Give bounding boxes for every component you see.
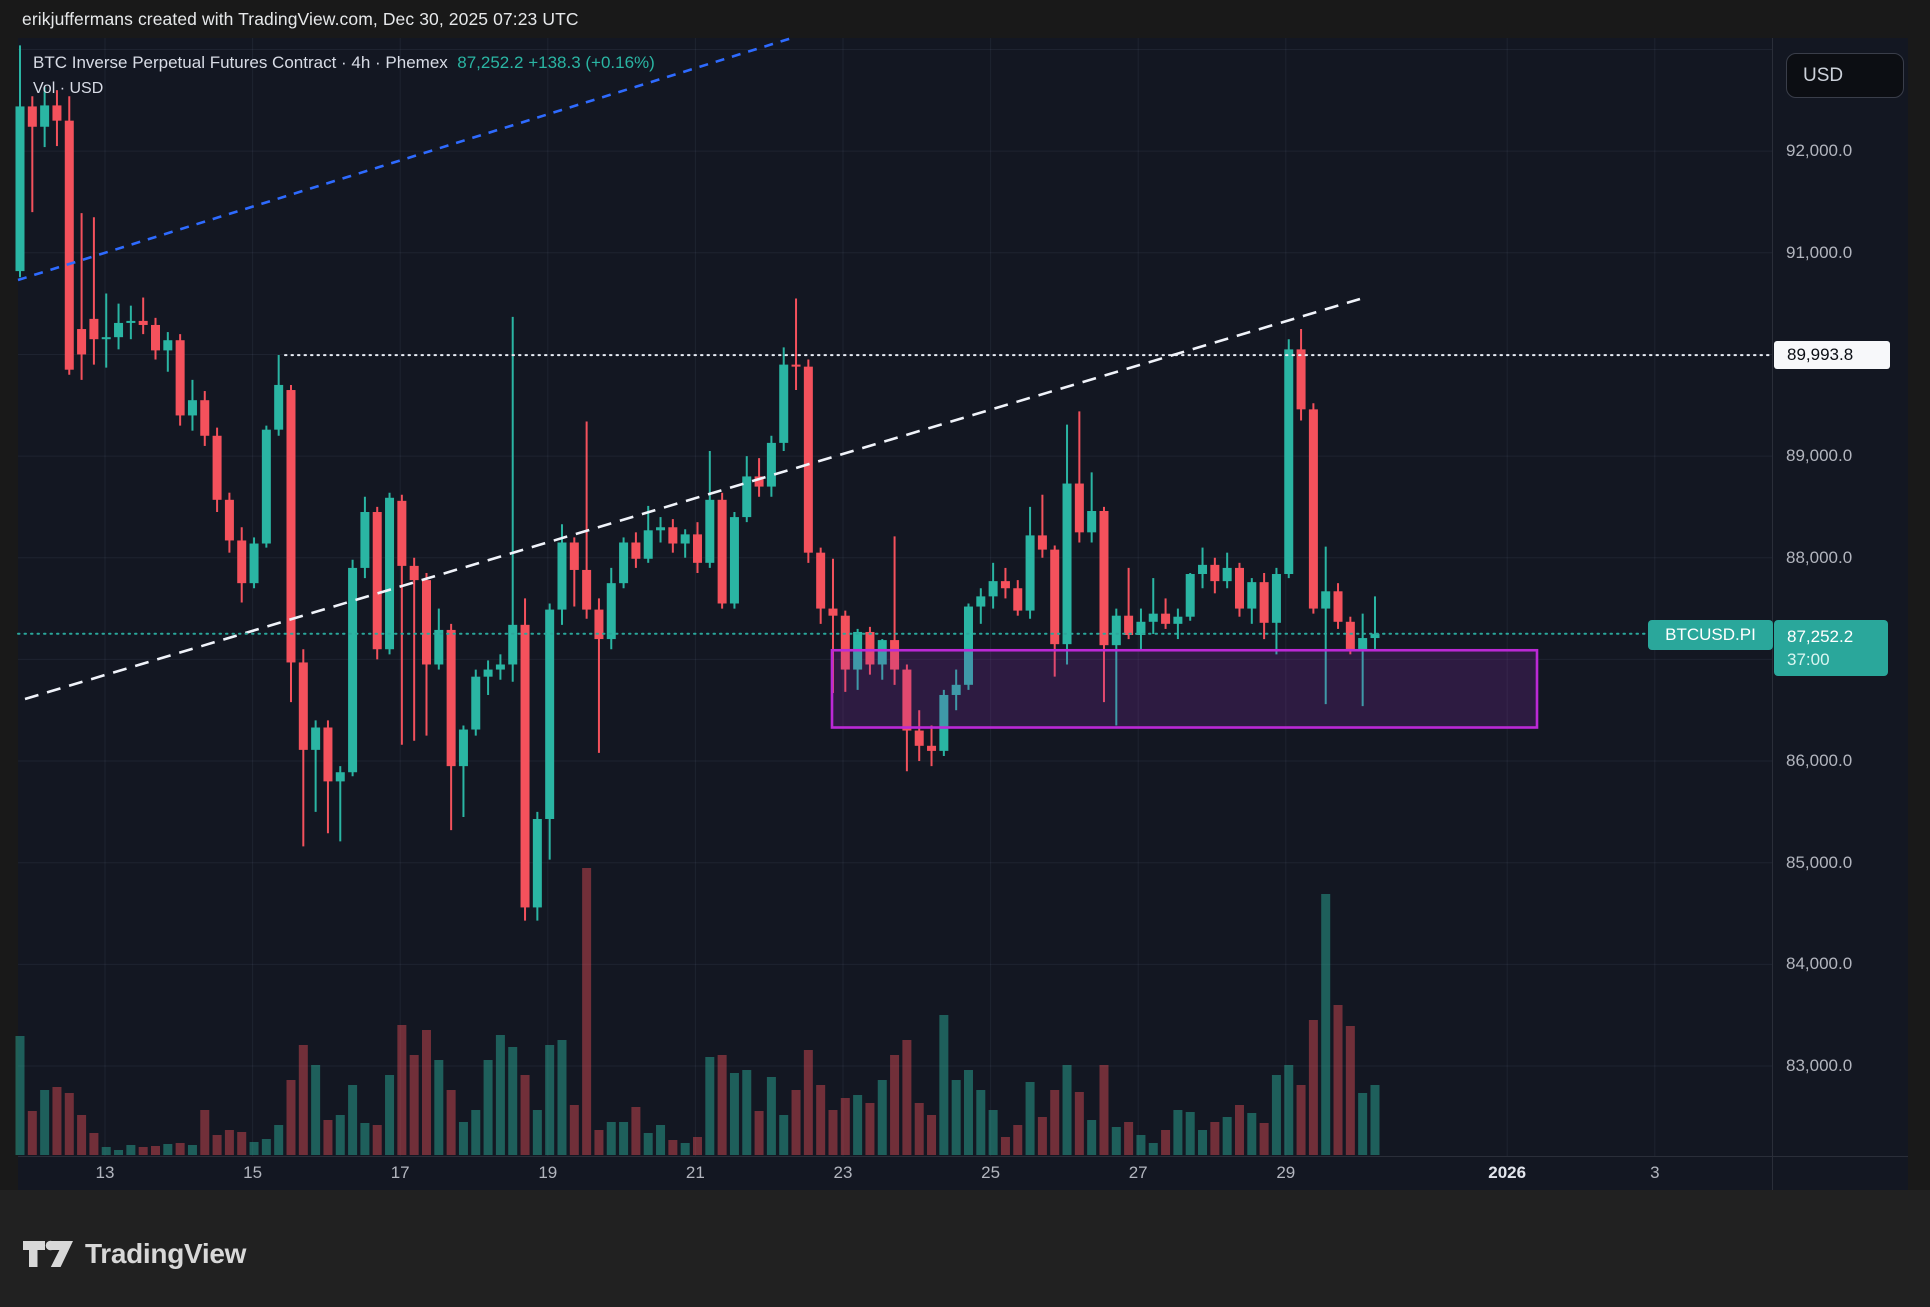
volume-legend[interactable]: Vol · USD bbox=[33, 80, 103, 98]
white-dashed-trendline[interactable] bbox=[24, 297, 1361, 701]
last-price-badge: 87,252.2 37:00 bbox=[1774, 619, 1888, 676]
time-tick-25: 25 bbox=[981, 1163, 1001, 1182]
supply-zone-box[interactable] bbox=[830, 648, 1539, 729]
time-tick-19: 19 bbox=[538, 1163, 558, 1182]
time-tick-15: 15 bbox=[243, 1163, 263, 1182]
price-tick-84000: 84,000.0 bbox=[1786, 954, 1853, 974]
volume-legend-label: Vol · USD bbox=[33, 80, 104, 97]
time-tick-2026: 2026 bbox=[1488, 1163, 1527, 1182]
attribution-text: erikjuffermans created with TradingView.… bbox=[22, 8, 579, 29]
price-axis-border bbox=[1772, 38, 1773, 1190]
footer-strip bbox=[0, 1190, 1930, 1307]
volume-bars bbox=[15, 868, 1380, 1155]
price-tick-92000: 92,000.0 bbox=[1786, 141, 1853, 161]
marked-level-badge: 89,993.8 bbox=[1774, 341, 1890, 370]
attribution-bar: erikjuffermans created with TradingView.… bbox=[0, 0, 1930, 38]
time-tick-3: 3 bbox=[1650, 1163, 1660, 1182]
time-tick-23: 23 bbox=[833, 1163, 853, 1182]
grid bbox=[18, 38, 1772, 1156]
time-tick-21: 21 bbox=[685, 1163, 705, 1182]
candles[interactable] bbox=[15, 45, 1380, 921]
currency-usd-label: USD bbox=[1803, 64, 1844, 86]
price-tick-88000: 88,000.0 bbox=[1786, 547, 1853, 567]
time-tick-17: 17 bbox=[390, 1163, 410, 1182]
last-price-value: 87,252.2 bbox=[1787, 626, 1854, 646]
price-tick-85000: 85,000.0 bbox=[1786, 852, 1853, 872]
right-margin bbox=[1908, 38, 1930, 1190]
price-tick-83000: 83,000.0 bbox=[1786, 1056, 1853, 1075]
currency-usd-button[interactable]: USD bbox=[1786, 53, 1904, 98]
marked-level-value: 89,993.8 bbox=[1787, 345, 1854, 365]
tradingview-logo-text: TradingView bbox=[85, 1238, 247, 1269]
symbol-legend[interactable]: BTC Inverse Perpetual Futures Contract ·… bbox=[33, 53, 655, 73]
candle-countdown: 37:00 bbox=[1787, 649, 1830, 669]
price-tick-86000: 86,000.0 bbox=[1786, 751, 1853, 771]
left-margin bbox=[0, 38, 18, 1190]
price-tick-91000: 91,000.0 bbox=[1786, 242, 1853, 262]
tradingview-logo-icon bbox=[23, 1240, 73, 1267]
time-tick-29: 29 bbox=[1276, 1163, 1296, 1182]
time-tick-27: 27 bbox=[1128, 1163, 1148, 1182]
tradingview-logo[interactable]: TradingView bbox=[22, 1238, 246, 1270]
time-tick-13: 13 bbox=[95, 1163, 115, 1182]
symbol-price-tag: BTCUSD.PI bbox=[1648, 619, 1773, 650]
price-tick-89000: 89,000.0 bbox=[1786, 446, 1853, 466]
symbol-title[interactable]: BTC Inverse Perpetual Futures Contract ·… bbox=[33, 53, 448, 72]
symbol-ticker: BTCUSD.PI bbox=[1665, 624, 1756, 644]
time-axis-border bbox=[18, 1156, 1908, 1157]
legend-price: 87,252.2 bbox=[457, 53, 524, 72]
legend-change: +138.3 (+0.16%) bbox=[528, 53, 655, 72]
